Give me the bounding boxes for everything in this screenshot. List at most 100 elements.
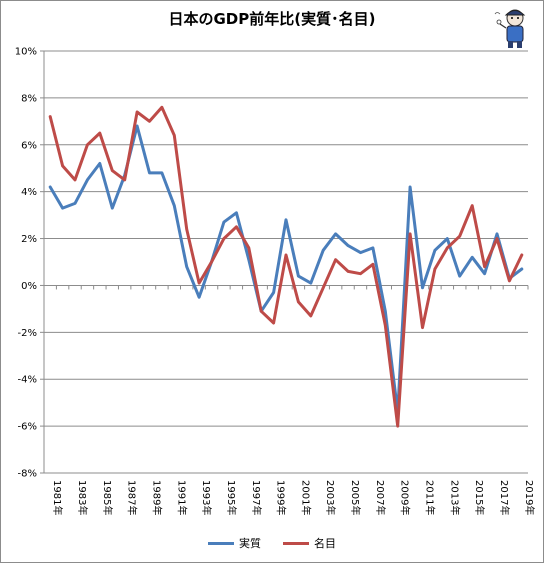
legend-swatch-nominal [283, 541, 309, 545]
data-point [446, 237, 449, 240]
legend-label-nominal: 名目 [314, 537, 336, 550]
data-point [123, 178, 126, 182]
legend-swatch-real [208, 541, 234, 545]
data-point [247, 246, 250, 250]
x-tick-label: 1983年 [76, 480, 89, 515]
data-point [421, 286, 424, 289]
x-axis: 1981年 1983年 1985年 1987年 1989年 1991年 1993年 1995年… [43, 284, 536, 515]
x-tick-label: 2003年 [324, 480, 337, 515]
data-point [235, 225, 238, 229]
x-tick-label: 1993年 [200, 480, 213, 515]
y-tick-label: -8% [18, 469, 37, 480]
legend-item-nominal: 名目 [283, 535, 336, 551]
data-point [210, 260, 213, 264]
data-point [322, 249, 325, 252]
data-point [185, 227, 188, 231]
data-point [346, 270, 350, 273]
x-tick-label: 1981年 [51, 480, 64, 515]
x-tick-label: 1987年 [126, 480, 139, 515]
data-point [235, 211, 238, 214]
data-point [222, 237, 226, 240]
legend-label-real: 実質 [239, 537, 261, 550]
data-point [284, 253, 288, 257]
data-point [520, 253, 523, 257]
data-point [508, 279, 511, 282]
data-point [111, 169, 114, 172]
data-point [309, 314, 313, 318]
x-tick-label: 2007年 [374, 480, 387, 515]
data-point [408, 185, 412, 189]
data-point [396, 424, 399, 428]
x-tick-label: 1999年 [275, 480, 288, 515]
data-point [259, 310, 263, 313]
data-point [111, 206, 114, 210]
x-tick-label: 2017年 [498, 480, 511, 515]
data-point [334, 232, 337, 236]
data-point [359, 272, 362, 275]
data-point [371, 263, 375, 266]
data-point [359, 251, 362, 254]
data-point [483, 265, 486, 268]
data-point [346, 244, 350, 247]
series-lines [48, 105, 524, 428]
data-point [49, 115, 52, 118]
data-point [73, 202, 77, 205]
data-point [433, 249, 437, 252]
data-point [446, 246, 449, 250]
y-tick-label: -4% [18, 375, 37, 386]
data-point [61, 164, 64, 168]
data-point [173, 134, 176, 137]
data-point [470, 256, 474, 259]
y-tick-label: 6% [21, 140, 37, 151]
chart-title: 日本のGDP前年比(実質･名目) [168, 10, 376, 28]
data-point [197, 295, 201, 299]
data-point [495, 232, 499, 236]
data-point [384, 310, 387, 313]
data-point [421, 326, 424, 329]
data-point [297, 274, 300, 278]
data-point [173, 204, 176, 207]
data-point [408, 232, 412, 236]
data-point [61, 206, 64, 210]
x-tick-label: 2009年 [399, 480, 412, 515]
data-point [49, 185, 52, 189]
data-point [197, 281, 201, 285]
data-point [470, 204, 474, 207]
data-point [98, 131, 102, 135]
data-point [284, 218, 288, 221]
data-point [495, 237, 499, 240]
data-point [384, 324, 387, 327]
y-tick-label: 8% [21, 93, 37, 104]
data-point [86, 143, 89, 146]
data-point [520, 267, 523, 271]
data-point [247, 258, 250, 261]
data-point [185, 265, 188, 268]
data-point [334, 258, 337, 261]
data-point [272, 291, 275, 294]
x-tick-label: 2001年 [299, 480, 312, 515]
y-tick-label: 2% [21, 234, 37, 245]
data-point [222, 220, 226, 224]
x-tick-label: 1989年 [150, 480, 163, 515]
data-point [483, 272, 486, 275]
y-tick-label: 10% [15, 47, 37, 58]
y-tick-label: -6% [18, 422, 37, 433]
x-tick-label: 2005年 [349, 480, 362, 515]
data-point [322, 286, 325, 289]
data-point [297, 300, 300, 304]
y-axis: 10% 8% 6% 4% 2% 0% -2% -4% -6% -8% [15, 47, 45, 480]
x-tick-label: 2011年 [424, 480, 437, 515]
y-tick-label: -2% [18, 328, 37, 339]
x-tick-label: 1985年 [101, 480, 114, 515]
y-tick-label: 4% [21, 187, 37, 198]
legend-item-real: 実質 [208, 535, 261, 551]
series-line-1 [48, 105, 524, 428]
x-tick-label: 1997年 [250, 480, 263, 515]
data-point [458, 235, 461, 238]
data-point [73, 178, 77, 182]
data-point [135, 110, 139, 114]
mascot-illustration [494, 9, 526, 48]
data-point [148, 120, 151, 123]
legend: 実質 名目 [0, 535, 544, 551]
